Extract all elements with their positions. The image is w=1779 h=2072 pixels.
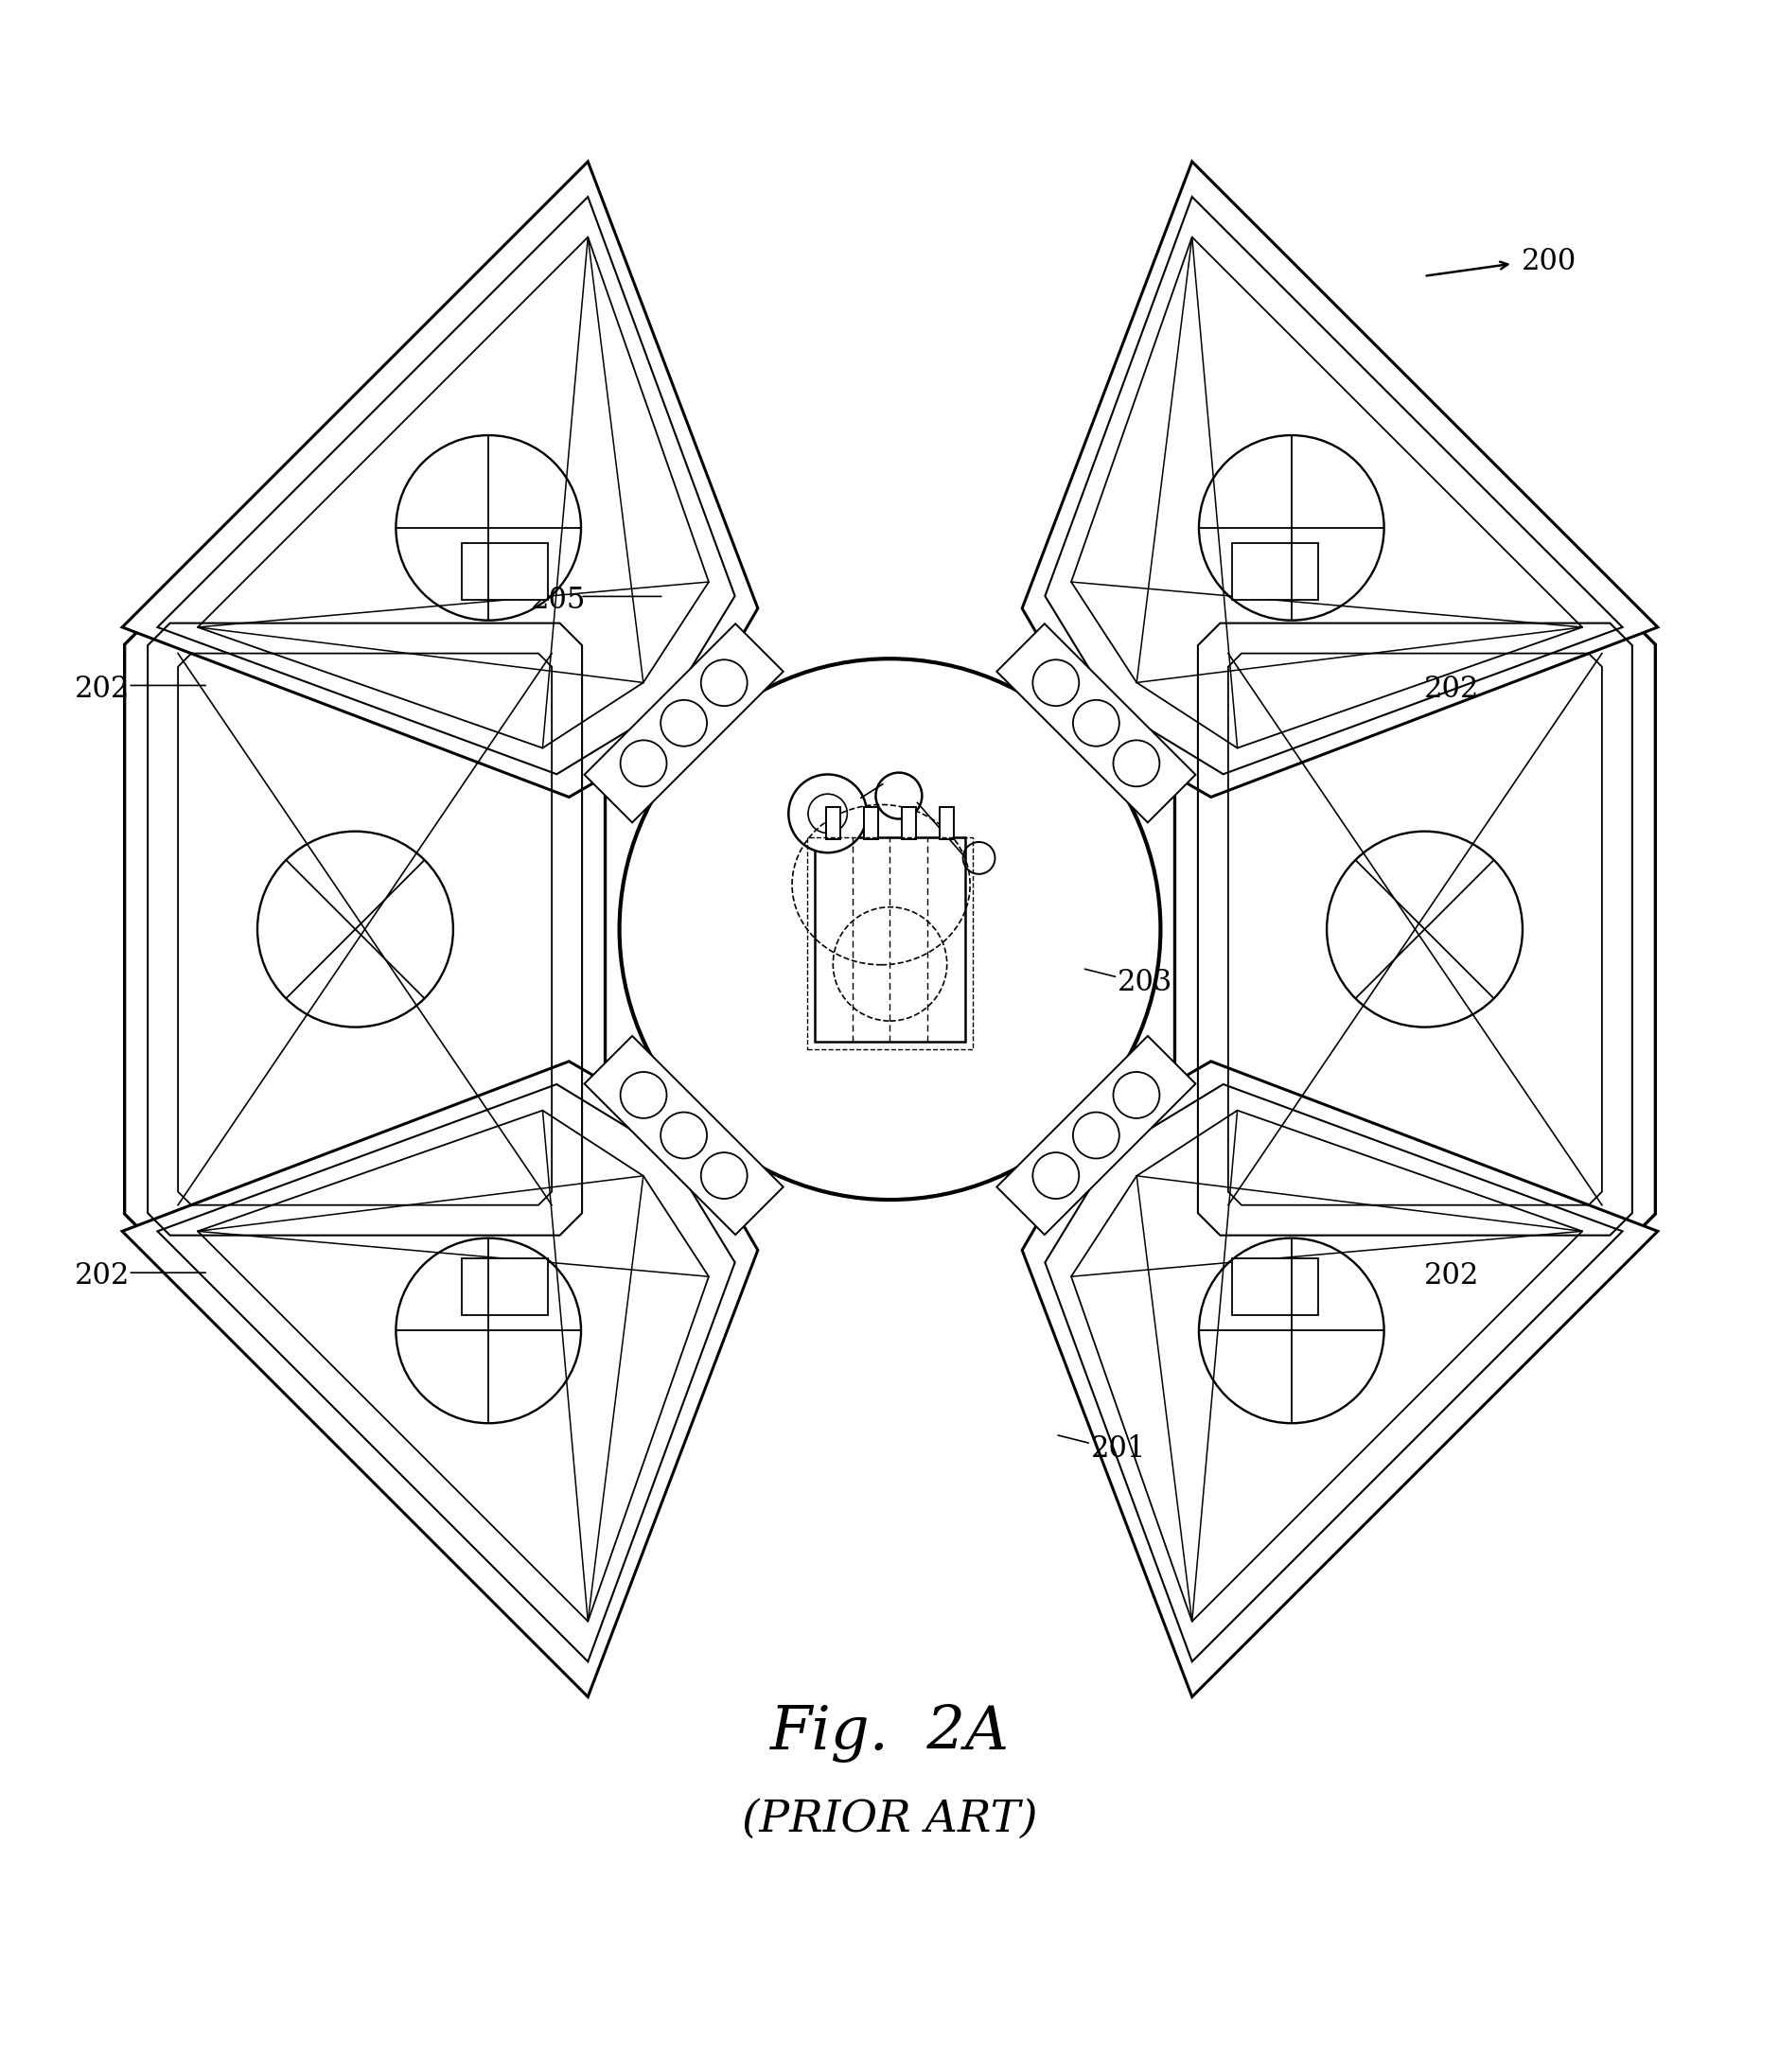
- Polygon shape: [996, 1036, 1195, 1235]
- Text: 202: 202: [1423, 1262, 1478, 1291]
- Polygon shape: [123, 1061, 758, 1697]
- Polygon shape: [1174, 601, 1654, 1258]
- Circle shape: [788, 775, 866, 854]
- Circle shape: [619, 659, 1160, 1200]
- Text: 200: 200: [1521, 247, 1576, 276]
- Text: 205: 205: [530, 584, 585, 615]
- Polygon shape: [125, 601, 605, 1258]
- Bar: [813, 837, 964, 1042]
- Text: 203: 203: [1117, 968, 1172, 997]
- Polygon shape: [1231, 543, 1316, 601]
- Polygon shape: [1021, 1061, 1656, 1697]
- Polygon shape: [463, 543, 548, 601]
- Text: 202: 202: [75, 673, 130, 704]
- Bar: [939, 806, 954, 839]
- Polygon shape: [123, 162, 758, 798]
- Bar: [825, 806, 840, 839]
- Text: (PRIOR ART): (PRIOR ART): [742, 1798, 1037, 1840]
- Polygon shape: [996, 624, 1195, 823]
- Bar: [863, 806, 877, 839]
- Polygon shape: [1231, 1258, 1316, 1316]
- Text: 201: 201: [1091, 1434, 1146, 1463]
- Text: 202: 202: [1423, 673, 1478, 704]
- Circle shape: [875, 773, 922, 818]
- Polygon shape: [1021, 162, 1656, 798]
- Text: 202: 202: [75, 1262, 130, 1291]
- Polygon shape: [584, 624, 783, 823]
- Polygon shape: [463, 1258, 548, 1316]
- Text: Fig.  2A: Fig. 2A: [770, 1705, 1009, 1763]
- Polygon shape: [584, 1036, 783, 1235]
- Bar: [902, 806, 916, 839]
- Bar: [806, 837, 971, 1048]
